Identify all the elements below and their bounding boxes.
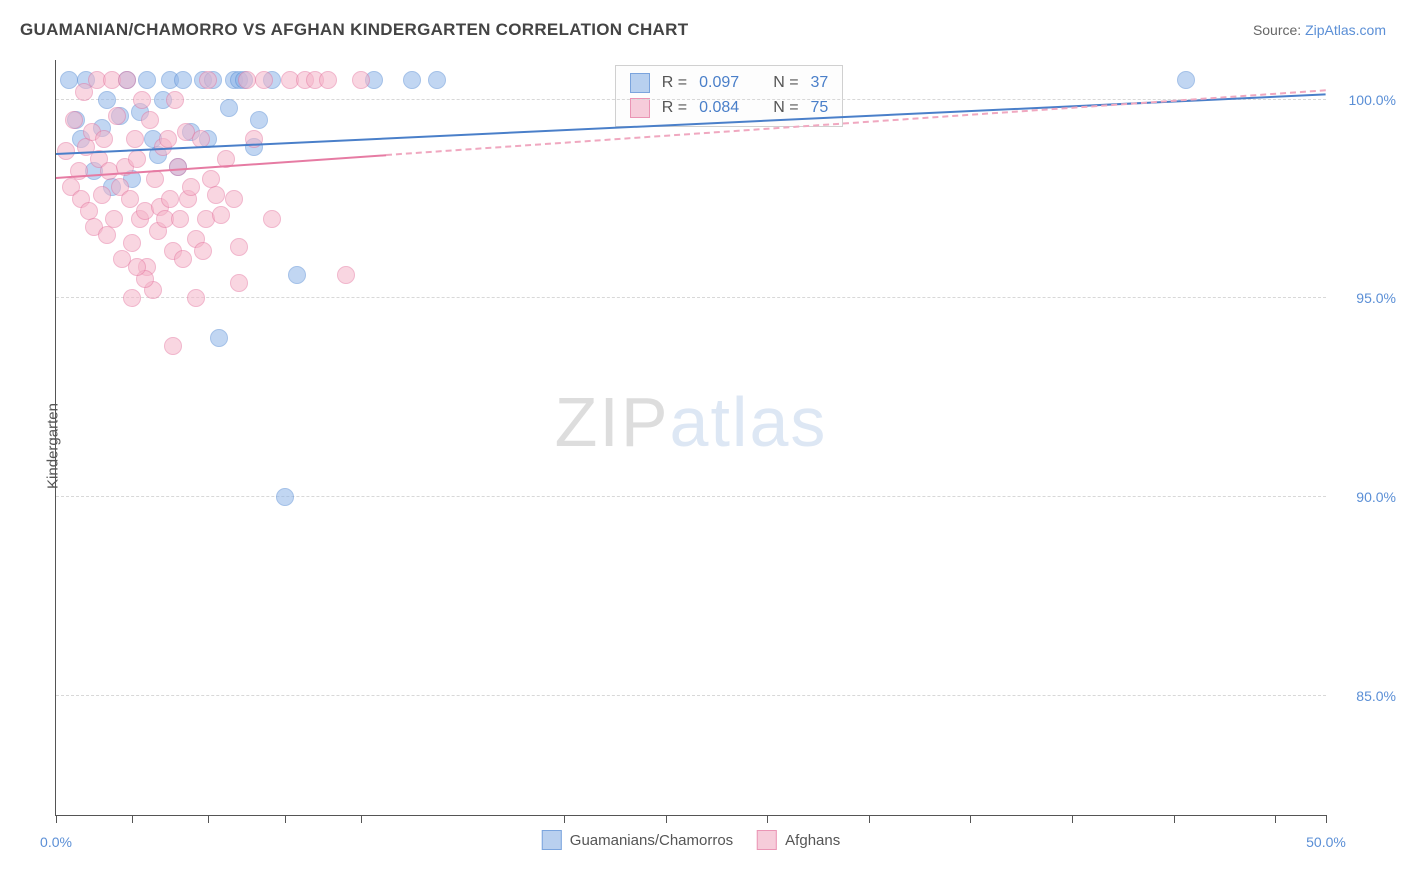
data-point-afghan [238,71,256,89]
x-tick [564,815,565,823]
x-tick [285,815,286,823]
n-label: N = [773,71,798,96]
data-point-guamanian [403,71,421,89]
y-tick-label: 85.0% [1336,688,1396,704]
data-point-guamanian [174,71,192,89]
data-point-afghan [207,186,225,204]
data-point-afghan [121,190,139,208]
data-point-afghan [105,210,123,228]
watermark: ZIPatlas [555,382,828,462]
x-tick [1326,815,1327,823]
legend-item-afghan: Afghans [757,830,840,850]
data-point-guamanian [220,99,238,117]
data-point-guamanian [60,71,78,89]
data-point-afghan [93,186,111,204]
data-point-afghan [166,91,184,109]
data-point-afghan [123,289,141,307]
data-point-afghan [352,71,370,89]
source-label: Source: [1253,22,1301,38]
x-tick [666,815,667,823]
r-label: R = [662,71,687,96]
gridline [56,99,1326,100]
legend-swatch-icon [630,98,650,118]
data-point-afghan [126,130,144,148]
data-point-afghan [141,111,159,129]
legend-swatch-icon [630,73,650,93]
data-point-afghan [182,178,200,196]
data-point-guamanian [138,71,156,89]
y-tick-label: 100.0% [1336,92,1396,108]
data-point-guamanian [276,488,294,506]
data-point-afghan [65,111,83,129]
x-tick [208,815,209,823]
data-point-afghan [171,210,189,228]
x-tick [1072,815,1073,823]
data-point-afghan [146,170,164,188]
data-point-afghan [128,150,146,168]
data-point-afghan [187,289,205,307]
data-point-guamanian [428,71,446,89]
series-legend: Guamanians/Chamorros Afghans [542,830,840,850]
stats-row-guamanian: R = 0.097 N = 37 [630,71,829,96]
gridline [56,297,1326,298]
y-tick-label: 95.0% [1336,290,1396,306]
x-tick [132,815,133,823]
x-tick [970,815,971,823]
x-tick-label: 50.0% [1306,834,1346,850]
data-point-afghan [337,266,355,284]
data-point-guamanian [288,266,306,284]
data-point-afghan [225,190,243,208]
trend-line [386,90,1326,157]
data-point-guamanian [98,91,116,109]
x-tick [1174,815,1175,823]
data-point-afghan [118,71,136,89]
data-point-afghan [159,130,177,148]
gridline [56,695,1326,696]
n-value: 37 [811,71,829,96]
data-point-afghan [255,71,273,89]
data-point-guamanian [210,329,228,347]
data-point-afghan [199,71,217,89]
data-point-afghan [263,210,281,228]
data-point-guamanian [250,111,268,129]
gridline [56,496,1326,497]
scatter-plot: ZIPatlas R =0.097N =37R =0.084N =75 Guam… [55,60,1326,816]
data-point-afghan [95,130,113,148]
data-point-guamanian [1177,71,1195,89]
data-point-afghan [174,250,192,268]
chart-title: GUAMANIAN/CHAMORRO VS AFGHAN KINDERGARTE… [20,20,688,40]
data-point-afghan [128,258,146,276]
data-point-afghan [319,71,337,89]
legend-label: Guamanians/Chamorros [570,832,733,849]
data-point-afghan [108,107,126,125]
x-tick [1275,815,1276,823]
x-tick [869,815,870,823]
r-value: 0.097 [699,71,739,96]
watermark-part1: ZIP [555,383,670,461]
data-point-afghan [123,234,141,252]
x-tick [361,815,362,823]
chart-header: GUAMANIAN/CHAMORRO VS AFGHAN KINDERGARTE… [20,20,1386,40]
data-point-afghan [133,91,151,109]
legend-item-guamanian: Guamanians/Chamorros [542,830,733,850]
y-tick-label: 90.0% [1336,489,1396,505]
data-point-afghan [164,337,182,355]
data-point-afghan [161,190,179,208]
legend-swatch-icon [757,830,777,850]
x-tick-label: 0.0% [40,834,72,850]
legend-swatch-icon [542,830,562,850]
x-tick [767,815,768,823]
data-point-afghan [230,238,248,256]
source-link[interactable]: ZipAtlas.com [1305,22,1386,38]
data-point-afghan [194,242,212,260]
source-attribution: Source: ZipAtlas.com [1253,22,1386,38]
data-point-afghan [212,206,230,224]
watermark-part2: atlas [670,383,828,461]
x-tick [56,815,57,823]
legend-label: Afghans [785,832,840,849]
data-point-afghan [230,274,248,292]
data-point-afghan [98,226,116,244]
